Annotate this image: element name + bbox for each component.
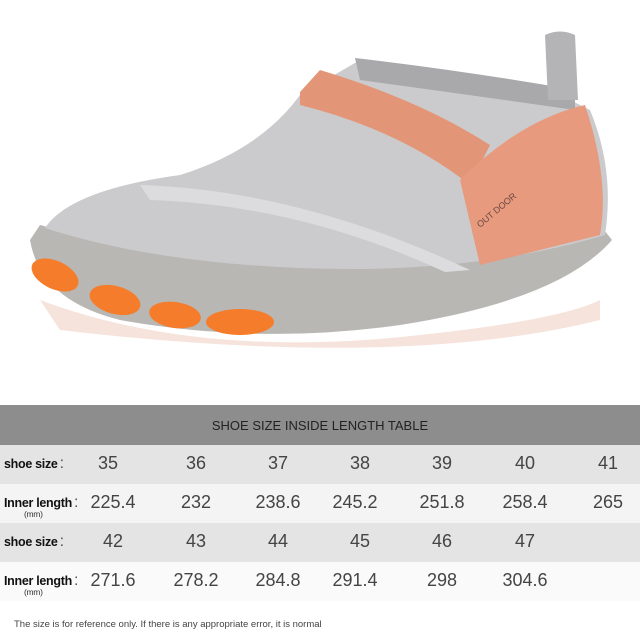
table-cell: 46	[431, 531, 453, 551]
heel-panel	[460, 105, 603, 265]
length-label-text: Inner length	[4, 496, 72, 510]
table-row-lengths-2: Inner length: (mm) 271.6 278.2 284.8 291.…	[0, 562, 640, 601]
table-cell: 232	[180, 492, 212, 512]
size-table: SHOE SIZE INSIDE LENGTH TABLE shoe size:…	[0, 405, 640, 601]
length-unit: (mm)	[24, 587, 43, 597]
table-cell: 271.6	[90, 570, 136, 590]
table-row-sizes-1: shoe size: 35 36 37 38 39 40 41	[0, 445, 640, 484]
shoe-product-image: OUT DOOR	[30, 31, 612, 348]
shoe-strap	[300, 70, 490, 185]
table-cell: 45	[349, 531, 371, 551]
size-label-text: shoe size	[4, 457, 58, 471]
toe-pads	[31, 258, 274, 335]
table-cell: 278.2	[173, 570, 219, 590]
heel-tab	[545, 31, 578, 100]
table-cell: 43	[185, 531, 207, 551]
table-cell: 37	[267, 453, 289, 473]
table-cell: 298	[426, 570, 458, 590]
length-unit: (mm)	[24, 509, 43, 519]
reference-note: The size is for reference only. If there…	[14, 619, 322, 630]
table-cell: 47	[514, 531, 536, 551]
colon: :	[73, 494, 79, 511]
table-cell: 291.4	[332, 570, 378, 590]
table-cell: 265	[592, 492, 624, 512]
table-cell: 225.4	[90, 492, 136, 512]
shoe-shadow	[40, 300, 600, 348]
length-label: Inner length: (mm)	[4, 572, 79, 597]
table-cell: 304.6	[502, 570, 548, 590]
table-cell: 35	[97, 453, 119, 473]
length-label: Inner length: (mm)	[4, 494, 79, 519]
table-cell: 40	[514, 453, 536, 473]
colon: :	[59, 455, 64, 472]
table-cell: 245.2	[332, 492, 378, 512]
table-cell: 36	[185, 453, 207, 473]
side-stripe	[140, 185, 470, 272]
table-cell: 41	[597, 453, 619, 473]
table-cell: 39	[431, 453, 453, 473]
table-cell: 258.4	[502, 492, 548, 512]
shoe-upper	[45, 60, 608, 270]
size-label: shoe size:	[4, 455, 64, 473]
table-title: SHOE SIZE INSIDE LENGTH TABLE	[0, 405, 640, 445]
size-label: shoe size:	[4, 533, 64, 551]
table-row-lengths-1: Inner length: (mm) 225.4 232 238.6 245.2 …	[0, 484, 640, 523]
table-cell: 238.6	[255, 492, 301, 512]
colon: :	[73, 572, 79, 589]
table-row-sizes-2: shoe size: 42 43 44 45 46 47	[0, 523, 640, 562]
table-cell: 42	[102, 531, 124, 551]
table-cell: 251.8	[419, 492, 465, 512]
table-cell: 284.8	[255, 570, 301, 590]
table-cell: 38	[349, 453, 371, 473]
length-label-text: Inner length	[4, 574, 72, 588]
colon: :	[59, 533, 64, 550]
shoe-collar	[355, 58, 575, 110]
size-label-text: shoe size	[4, 535, 58, 549]
table-cell: 44	[267, 531, 289, 551]
